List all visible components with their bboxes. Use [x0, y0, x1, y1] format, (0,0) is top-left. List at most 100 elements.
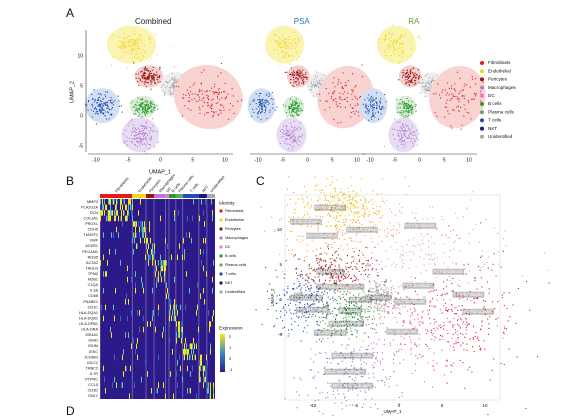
cell-dot	[434, 264, 436, 266]
cell-dot	[463, 104, 465, 106]
cell-dot	[333, 241, 335, 243]
cell-dot	[303, 206, 305, 208]
cell-dot	[468, 233, 470, 235]
cell-dot	[319, 321, 321, 323]
cell-dot	[383, 296, 385, 298]
cell-dot	[290, 145, 292, 147]
cell-dot	[207, 105, 209, 107]
cell-dot	[351, 185, 353, 187]
cell-dot	[429, 305, 431, 307]
cell-dot	[143, 106, 145, 108]
cell-dot	[395, 42, 397, 44]
cell-dot	[260, 103, 262, 105]
heat-cell	[154, 243, 155, 249]
cell-dot	[410, 79, 412, 81]
heat-cell	[196, 343, 197, 349]
cell-dot	[488, 288, 490, 290]
cell-dot	[458, 279, 460, 281]
cell-dot	[303, 306, 305, 308]
cell-dot	[433, 93, 435, 95]
cell-dot	[457, 71, 459, 73]
cell-dot	[488, 256, 490, 258]
heat-cell	[111, 232, 112, 238]
colorbar	[220, 334, 225, 372]
cell-dot	[260, 102, 262, 104]
cell-dot	[173, 79, 175, 81]
cell-dot	[321, 391, 323, 393]
cell-dot	[275, 310, 277, 312]
cell-dot	[144, 66, 146, 68]
cell-dot	[412, 134, 414, 136]
cell-dot	[401, 50, 403, 52]
cell-dot	[404, 129, 406, 131]
cluster-label-bg	[364, 294, 392, 301]
cell-dot	[451, 127, 453, 129]
cell-dot	[462, 334, 464, 336]
cell-dot	[397, 51, 399, 53]
cell-dot	[174, 81, 176, 83]
cell-dot	[141, 81, 143, 83]
cell-dot	[105, 102, 107, 104]
cell-dot	[259, 98, 261, 100]
column-label: NKT	[201, 184, 209, 193]
heat-cell	[182, 321, 183, 327]
cell-dot	[308, 287, 310, 289]
cell-dot	[285, 42, 287, 44]
cell-dot	[292, 139, 294, 141]
cell-dot	[339, 98, 341, 100]
column-label: Fibroblasts	[115, 176, 130, 193]
cell-dot	[312, 361, 314, 363]
cell-dot	[446, 382, 448, 384]
cell-dot	[310, 284, 312, 286]
cell-dot	[423, 296, 425, 298]
cell-dot	[348, 324, 350, 326]
cell-dot	[125, 51, 127, 53]
cell-dot	[355, 302, 357, 304]
cell-dot	[409, 308, 411, 310]
legend-swatch	[219, 227, 223, 231]
cell-dot	[128, 36, 130, 38]
cell-dot	[358, 212, 360, 214]
heat-cell	[180, 304, 181, 311]
cell-dot	[323, 306, 325, 308]
cell-dot	[141, 133, 143, 135]
cell-dot	[143, 132, 145, 134]
heat-cell	[125, 365, 126, 372]
heat-cell	[130, 204, 131, 211]
heat-cell	[152, 315, 153, 322]
cell-dot	[454, 88, 456, 90]
cell-dot	[466, 321, 468, 323]
cell-dot	[385, 303, 387, 305]
cell-dot	[399, 403, 401, 405]
cell-dot	[142, 133, 144, 135]
heat-cell	[184, 343, 185, 349]
cell-dot	[355, 325, 357, 327]
cell-dot	[363, 263, 365, 265]
heat-cell	[166, 293, 167, 299]
cell-dot	[359, 231, 361, 233]
cell-dot	[368, 280, 370, 282]
heat-cell	[207, 387, 208, 394]
cell-dot	[412, 126, 414, 128]
cell-dot	[382, 322, 384, 324]
cell-dot	[394, 129, 396, 131]
heat-cell	[143, 326, 144, 333]
heat-cell	[150, 237, 151, 244]
cell-dot	[372, 204, 374, 206]
cell-dot	[355, 388, 357, 390]
cell-dot	[144, 52, 146, 54]
cell-dot	[356, 232, 358, 234]
heat-cell	[121, 382, 122, 388]
cell-dot	[369, 310, 371, 312]
cell-dot	[100, 109, 102, 111]
cell-dot	[401, 56, 403, 58]
cell-dot	[430, 84, 432, 86]
cell-dot	[332, 414, 334, 416]
cell-dot	[96, 108, 98, 110]
heat-cell	[144, 237, 145, 244]
cell-dot	[143, 78, 145, 80]
cell-dot	[111, 113, 113, 115]
cell-dot	[327, 305, 329, 307]
cell-dot	[464, 336, 466, 338]
